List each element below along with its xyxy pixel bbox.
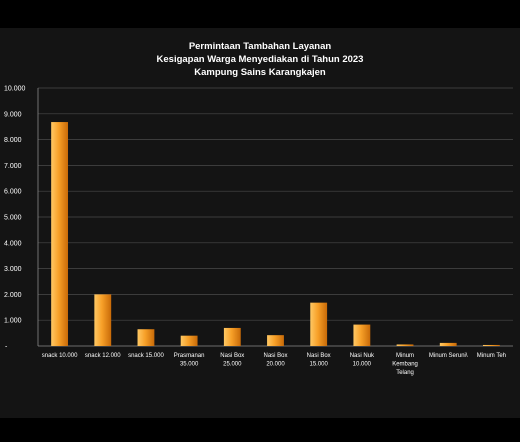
x-category-label: Minum Teh — [477, 353, 506, 359]
bar — [180, 335, 198, 346]
x-category-label: Minum Seruni\ — [429, 353, 468, 359]
x-category-labels: snack 10.000 snack 12.000 snack 15.000 Pras… — [42, 353, 506, 376]
bar — [137, 329, 155, 346]
y-tick-label: 10.000 — [4, 86, 26, 93]
y-tick-label: 7.000 — [4, 163, 22, 170]
bar — [353, 324, 371, 346]
y-tick-label: 3.000 — [4, 266, 22, 273]
y-tick-label: - — [5, 344, 8, 351]
y-tick-label: 4.000 — [4, 240, 22, 247]
x-category-label: snack 12.000 — [85, 353, 121, 359]
x-category-label: Nasi Box 25.000 — [220, 353, 244, 368]
y-tick-label: 5.000 — [4, 215, 22, 222]
y-tick-label: 6.000 — [4, 189, 22, 196]
bar — [223, 327, 241, 346]
grid-lines — [38, 87, 513, 321]
bar — [51, 122, 69, 346]
y-tick-label: 9.000 — [4, 111, 22, 118]
x-category-label: Nasi Box 15.000 — [307, 353, 331, 368]
bar — [439, 342, 457, 346]
x-category-label: Nasi Box 20.000 — [263, 353, 287, 368]
x-category-label: Prasmanan 35.000 — [174, 353, 205, 368]
chart-title: Permintaan Tambahan Layanan Kesigapan Wa… — [0, 40, 520, 79]
chart-title-line-1: Permintaan Tambahan Layanan — [188, 41, 332, 52]
bar — [94, 294, 112, 346]
y-tick-label: 1.000 — [4, 318, 22, 325]
x-category-label: Nasi Nuk 10.000 — [350, 353, 375, 368]
bars — [51, 122, 500, 346]
bar — [267, 335, 284, 346]
y-tick-labels: - 1.000 2.000 3.000 4.000 5.000 6.000 7.000 8.00… — [4, 86, 26, 351]
y-tick-label: 2.000 — [4, 292, 22, 299]
chart-title-line-3: Kampung Sains Karangkajen — [194, 67, 326, 78]
x-category-label: Minum Kembang Telang — [392, 353, 418, 376]
y-tick-label: 8.000 — [4, 137, 22, 144]
x-category-label: snack 15.000 — [128, 353, 164, 359]
chart-panel — [0, 28, 520, 418]
x-category-label: snack 10.000 — [42, 353, 78, 359]
bar — [310, 302, 328, 346]
chart-title-line-2: Kesigapan Warga Menyediakan di Tahun 202… — [156, 54, 364, 65]
bar — [396, 344, 414, 346]
bar — [482, 344, 500, 346]
